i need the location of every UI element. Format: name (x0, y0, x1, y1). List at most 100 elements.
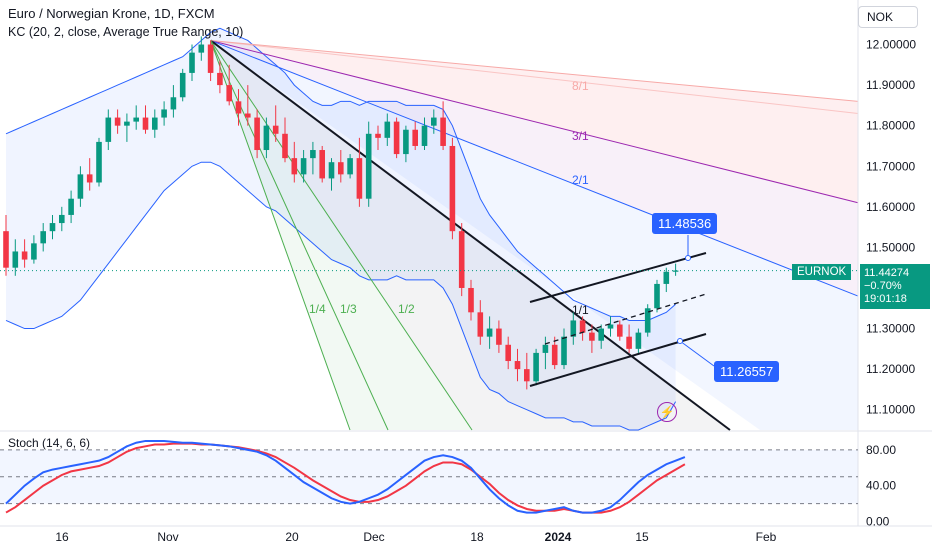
candle-body (3, 231, 9, 268)
time-tick: Nov (157, 530, 178, 544)
callout-connector-down (679, 340, 715, 367)
candle-body (189, 52, 195, 73)
candle-body (328, 162, 335, 179)
fan-ray-1-4 (210, 40, 351, 431)
ticker-tag: EURNOK (792, 264, 852, 280)
candle-body (68, 198, 74, 215)
time-tick: 18 (470, 530, 484, 544)
candle-body (579, 320, 586, 333)
fan-ray-1-2 (210, 40, 473, 431)
candle-body (533, 352, 539, 382)
price-tick: 11.90000 (866, 78, 915, 92)
fan-label-1-1: 1/1 (572, 303, 589, 317)
candle-body (300, 158, 307, 175)
price-tick: 12.00000 (866, 38, 916, 52)
candle-body (458, 231, 465, 288)
price-tick: 11.10000 (866, 403, 915, 417)
fan-ray-1-1 (210, 39, 731, 431)
candle-body (12, 251, 19, 268)
candle-body (486, 328, 493, 337)
candle-body (514, 361, 521, 370)
candle-body (477, 312, 484, 337)
candle-body (272, 125, 279, 134)
candle-body (542, 344, 549, 353)
keltner-lower (5, 161, 677, 431)
candle-body (152, 117, 158, 130)
fan-ray-3-1 (210, 39, 859, 204)
candle-body (654, 283, 660, 309)
candle-body (440, 117, 446, 146)
candle-body (217, 72, 223, 86)
candle-body (431, 117, 437, 126)
price-tick: 11.20000 (866, 362, 915, 376)
candle-body (365, 133, 372, 199)
fan-ray-8-1 (210, 39, 859, 102)
last-price-value: 11.44274 (864, 267, 910, 279)
candle-body (124, 121, 130, 126)
channel-top-line (529, 252, 707, 303)
stoch-tick: 40.00 (866, 479, 896, 493)
candle-body (672, 270, 679, 272)
fan-label-3-1: 3/1 (572, 129, 589, 143)
fan-label-1-3: 1/3 (340, 302, 357, 316)
callout-anchor-up (685, 255, 691, 261)
price-tick: 11.60000 (866, 200, 915, 214)
time-tick: Feb (756, 530, 777, 544)
price-tick: 11.80000 (866, 119, 915, 133)
candle-body (356, 158, 363, 199)
fan-edge-top (210, 39, 859, 114)
bar-countdown: 19:01:18 (864, 293, 907, 305)
candle-body (626, 336, 632, 349)
candle-body (245, 113, 251, 118)
candle-body (226, 85, 232, 102)
price-tick: 11.70000 (866, 159, 915, 173)
candle-body (179, 72, 186, 98)
candle-body (589, 332, 595, 341)
channel-bottom-line (529, 333, 707, 387)
price-tick: 11.30000 (866, 322, 915, 336)
upper-channel-price-label[interactable]: 11.48536 (652, 213, 718, 234)
candle-body (393, 121, 400, 155)
candle-body (105, 117, 112, 142)
fan-label-1-2: 1/2 (398, 302, 415, 316)
channel-mid-line (544, 293, 707, 345)
candle-body (607, 324, 614, 329)
candle-body (663, 271, 670, 284)
candle-body (161, 109, 167, 118)
candle-body (598, 328, 604, 341)
candle-body (449, 145, 456, 232)
candle-body (403, 129, 409, 155)
candle-body (282, 133, 288, 159)
candle-body (570, 320, 577, 337)
candle-body (617, 324, 623, 337)
time-tick: Dec (363, 530, 384, 544)
candle-body (338, 162, 344, 175)
candle-body (40, 231, 46, 244)
time-tick: 16 (55, 530, 69, 544)
indicator-title: KC (20, 2, close, Average True Range, 10… (8, 25, 244, 39)
stoch-k-line (5, 439, 686, 514)
fan-label-8-1: 8/1 (572, 79, 589, 93)
lower-channel-price-label[interactable]: 11.26557 (714, 361, 780, 382)
price-tick: 11.50000 (866, 240, 915, 254)
lightning-icon[interactable]: ⚡ (657, 402, 677, 422)
currency-selector[interactable]: NOK (858, 6, 918, 28)
last-price-change: −0.70% (864, 280, 902, 292)
candle-body (170, 97, 177, 110)
candle-body (347, 158, 353, 175)
fan-ray-2-1 (210, 39, 859, 297)
candle-body (496, 328, 502, 345)
time-tick: 2024 (545, 530, 572, 544)
candle-body (635, 332, 642, 349)
candle-body (561, 336, 567, 366)
fan-zone-blue (210, 40, 859, 430)
candle-body (21, 251, 28, 260)
stoch-indicator-label: Stoch (14, 6, 6) (8, 436, 91, 450)
fan-label-2-1: 2/1 (572, 173, 589, 187)
candle-body (505, 344, 511, 362)
candle-body (59, 214, 65, 224)
candle-body (421, 125, 428, 146)
stoch-tick: 0.00 (866, 515, 890, 529)
candle-body (524, 369, 530, 382)
